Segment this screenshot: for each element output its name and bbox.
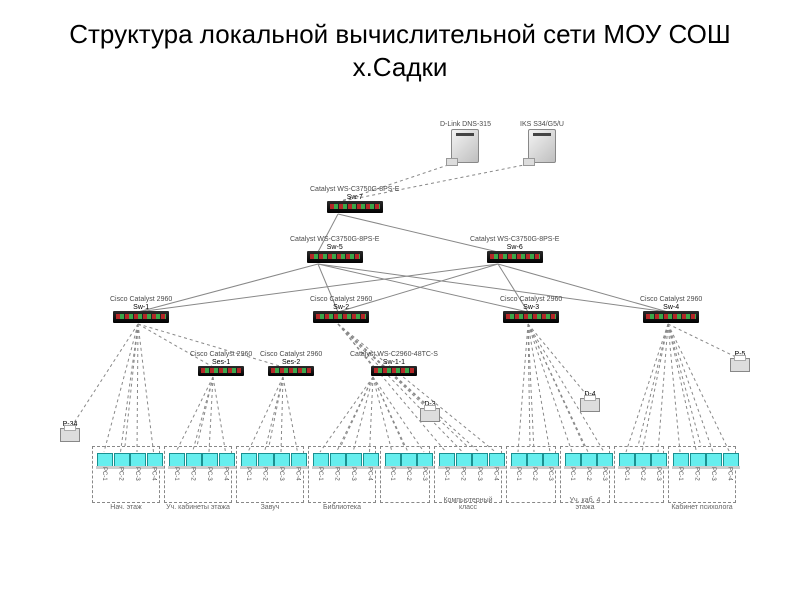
- printer-d3: D-3: [420, 401, 440, 422]
- access-switch-sw4: Cisco Catalyst 2960Sw-4: [640, 296, 702, 323]
- printer-d4: D-4: [580, 391, 600, 412]
- pc-group-g7: PC-1PC-2PC-3: [506, 446, 556, 503]
- pc-group-g2: PC-1PC-2PC-3PC-4Уч. кабинеты этажа: [164, 446, 232, 503]
- pc-group-g8: PC-1PC-2PC-3Уч. каб. 4 этажа: [560, 446, 610, 503]
- pc-group-g6: PC-1PC-2PC-3PC-4Компьютерный класс: [434, 446, 502, 503]
- sub-switch-ses2: Cisco Catalyst 2960Ses-2: [260, 351, 322, 376]
- access-switch-sw1: Cisco Catalyst 2960Sw-1: [110, 296, 172, 323]
- dist-switch-sw6: Catalyst WS-C3750G-8PS-ESw-6: [470, 236, 559, 263]
- network-diagram: D-Link DNS-315 IKS S34/G5/U Catalyst WS-C3…: [0, 91, 800, 571]
- printer-p5: P-5: [730, 351, 750, 372]
- sub-switch-ses1: Cisco Catalyst 2960Ses-1: [190, 351, 252, 376]
- page-title: Структура локальной вычислительной сети …: [0, 0, 800, 91]
- pc-group-g10: PC-1PC-2PC-3PC-4Кабинет психолога: [668, 446, 736, 503]
- core-switch: Catalyst WS-C3750G-8PS-ESw-7: [310, 186, 399, 213]
- pc-group-g1: PC-1PC-2PC-3PC-4Нач. этаж: [92, 446, 160, 503]
- printer-p34: P-34: [60, 421, 80, 442]
- pc-group-g5: PC-1PC-2PC-3: [380, 446, 430, 503]
- server-srv2: IKS S34/G5/U: [520, 121, 564, 163]
- access-switch-sw2: Cisco Catalyst 2960Sw-2: [310, 296, 372, 323]
- pc-group-g9: PC-1PC-2PC-3: [614, 446, 664, 503]
- sub-switch-sw11: Catalyst WS-C2960-48TC-SSw-1-1: [350, 351, 438, 376]
- server-srv1: D-Link DNS-315: [440, 121, 491, 163]
- access-switch-sw3: Cisco Catalyst 2960Sw-3: [500, 296, 562, 323]
- dist-switch-sw5: Catalyst WS-C3750G-8PS-ESw-5: [290, 236, 379, 263]
- pc-group-g4: PC-1PC-2PC-3PC-4Библиотека: [308, 446, 376, 503]
- pc-group-g3: PC-1PC-2PC-3PC-4Завуч: [236, 446, 304, 503]
